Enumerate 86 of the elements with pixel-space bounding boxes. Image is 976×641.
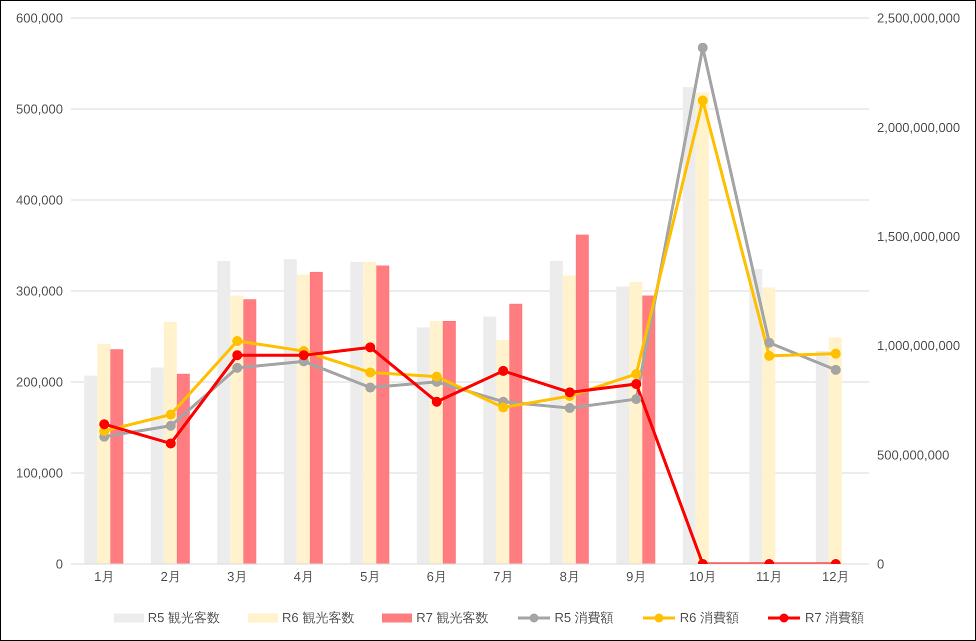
point (432, 396, 442, 407)
bar (442, 321, 456, 564)
bar (243, 299, 256, 564)
bar (430, 321, 443, 564)
point (564, 387, 575, 398)
y2-tick-label: 500,000,000 (877, 447, 950, 462)
bar (376, 266, 390, 564)
legend-label: R5 観光客数 (148, 609, 220, 627)
bar (416, 327, 430, 564)
y-tick-label: 200,000 (16, 374, 63, 390)
point (232, 362, 242, 373)
point (830, 348, 841, 359)
bar (310, 272, 323, 564)
bar (696, 92, 709, 564)
y-tick-label: 600,000 (16, 10, 63, 26)
x-tick-label: 2月 (160, 569, 181, 584)
point (764, 350, 774, 361)
x-tick-label: 9月 (626, 569, 646, 584)
point (365, 382, 376, 393)
legend-label: R6 消費額 (680, 609, 739, 627)
point (498, 402, 508, 412)
x-tick-label: 7月 (493, 569, 514, 584)
x-tick-label: 12月 (822, 569, 850, 584)
bar (84, 376, 98, 564)
bar (110, 349, 124, 564)
x-tick-label: 11月 (756, 569, 782, 584)
point (564, 403, 575, 414)
point (365, 342, 376, 352)
point (698, 42, 708, 53)
x-tick-label: 1月 (94, 569, 114, 584)
x-tick-label: 3月 (227, 569, 248, 584)
bar (682, 87, 696, 564)
bar (363, 262, 376, 564)
bar (616, 286, 630, 564)
point (298, 350, 309, 360)
bar (230, 296, 244, 564)
point (631, 368, 642, 379)
bar (816, 351, 829, 564)
x-tick-label: 10月 (689, 569, 716, 584)
y-tick-label: 400,000 (16, 192, 63, 208)
x-tick-label: 4月 (294, 569, 314, 584)
y2-tick-label: 0 (877, 556, 884, 572)
bar (509, 304, 522, 564)
bar (828, 337, 842, 564)
bar (350, 262, 364, 564)
point (166, 420, 176, 431)
point (631, 394, 642, 404)
legend-label: R5 消費額 (554, 609, 614, 627)
point (432, 372, 442, 382)
point (764, 338, 774, 348)
bar (576, 234, 589, 564)
point (99, 419, 110, 430)
bar (176, 374, 190, 564)
bar (284, 259, 297, 564)
point (631, 379, 642, 390)
point (166, 410, 176, 420)
point (698, 96, 708, 106)
y2-tick-label: 2,000,000,000 (877, 120, 960, 135)
bar (97, 344, 110, 564)
point (365, 367, 376, 378)
y2-tick-label: 1,000,000,000 (877, 338, 960, 354)
x-tick-label: 8月 (560, 569, 580, 584)
bar (483, 316, 496, 564)
y-tick-label: 500,000 (16, 102, 63, 117)
bar (150, 367, 164, 564)
point (830, 364, 841, 375)
bar (550, 260, 563, 564)
y2-tick-label: 1,500,000,000 (877, 229, 960, 244)
point (166, 438, 176, 448)
point (232, 336, 242, 346)
legend-label: R7 消費額 (804, 609, 864, 627)
point (232, 350, 242, 360)
y2-tick-label: 2,500,000,000 (877, 10, 960, 26)
x-tick-label: 6月 (426, 569, 447, 584)
point (498, 366, 508, 376)
y-tick-label: 100,000 (16, 466, 63, 481)
x-tick-label: 5月 (360, 569, 380, 584)
y-tick-label: 300,000 (16, 284, 63, 299)
legend-label: R7 観光客数 (416, 609, 488, 627)
legend-label: R6 観光客数 (282, 609, 354, 627)
bar (296, 274, 310, 564)
bar (217, 260, 230, 564)
y-tick-label: 0 (56, 556, 63, 572)
bar (496, 340, 510, 564)
bar (749, 269, 762, 564)
bar (562, 276, 576, 564)
